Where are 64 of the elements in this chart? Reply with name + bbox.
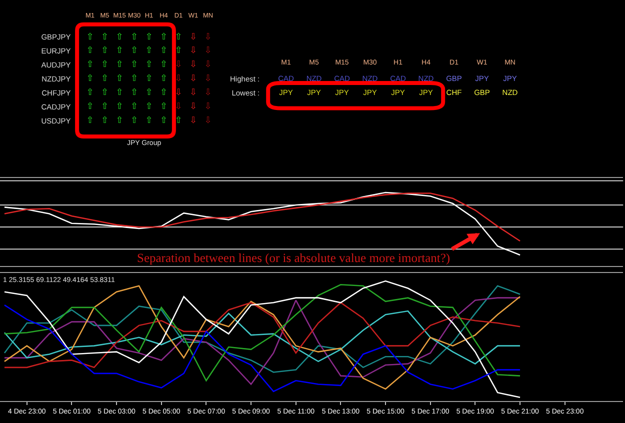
text: ⇧: [86, 74, 94, 84]
text: ⇧: [101, 88, 109, 98]
text: ⇧: [116, 74, 124, 84]
text: ⇩: [189, 60, 198, 70]
text: ⇧: [116, 102, 124, 112]
text: ⇧: [116, 116, 124, 126]
text: ⇩: [174, 60, 182, 70]
text: ⇧: [174, 116, 182, 126]
text: ⇧: [130, 60, 138, 70]
text: ⇧: [101, 74, 109, 84]
text: ⇧: [130, 46, 138, 56]
text: ⇧: [86, 116, 94, 126]
text: ⇧: [160, 46, 168, 56]
text: ⇧: [130, 116, 138, 126]
text: ⇩: [174, 74, 182, 84]
text: ⇧: [86, 60, 94, 70]
text: ⇩: [189, 32, 198, 42]
text: ⇩: [204, 46, 212, 56]
text: ⇧: [145, 60, 153, 70]
text: ⇧: [160, 60, 168, 70]
text: ⇧: [145, 116, 153, 126]
text: ⇧: [86, 46, 94, 56]
text: ⇩: [174, 102, 182, 112]
text: ⇩: [189, 74, 198, 84]
text: ⇧: [145, 102, 153, 112]
text: ⇧: [145, 46, 153, 56]
text: ⇧: [145, 74, 153, 84]
annotation: Separation between lines (or is absolute value more imortant?): [137, 251, 450, 265]
text: ⇧: [130, 32, 138, 42]
text: ⇩: [189, 88, 198, 98]
text: ⇧: [116, 88, 124, 98]
text: ⇧: [160, 102, 168, 112]
text: ⇩: [204, 74, 212, 84]
text: ⇧: [116, 32, 124, 42]
text: ⇧: [101, 102, 109, 112]
text: ⇧: [174, 46, 182, 56]
text: ⇧: [160, 116, 168, 126]
text: ⇧: [101, 46, 109, 56]
text: ⇧: [145, 32, 153, 42]
text: ⇧: [160, 32, 168, 42]
text: ⇧: [116, 60, 124, 70]
text: ⇧: [101, 32, 109, 42]
text: ⇩: [204, 116, 212, 126]
text: ⇩: [204, 88, 212, 98]
text: ⇩: [204, 32, 212, 42]
text: ⇩: [174, 88, 182, 98]
text: ⇧: [86, 32, 94, 42]
text: ⇧: [145, 88, 153, 98]
text: ⇧: [86, 88, 94, 98]
text: ⇧: [160, 88, 168, 98]
text: ⇧: [130, 74, 138, 84]
text: ⇩: [189, 102, 198, 112]
text: ⇧: [101, 116, 109, 126]
text: ⇧: [160, 74, 168, 84]
text: ⇧: [130, 102, 138, 112]
text: ⇩: [189, 46, 198, 56]
text: ⇧: [86, 102, 94, 112]
text: ⇧: [101, 60, 109, 70]
text: ⇧: [174, 32, 182, 42]
text: ⇧: [116, 46, 124, 56]
text: ⇩: [204, 102, 212, 112]
text: ⇩: [189, 116, 198, 126]
text: ⇧: [130, 88, 138, 98]
text: ⇩: [204, 60, 212, 70]
